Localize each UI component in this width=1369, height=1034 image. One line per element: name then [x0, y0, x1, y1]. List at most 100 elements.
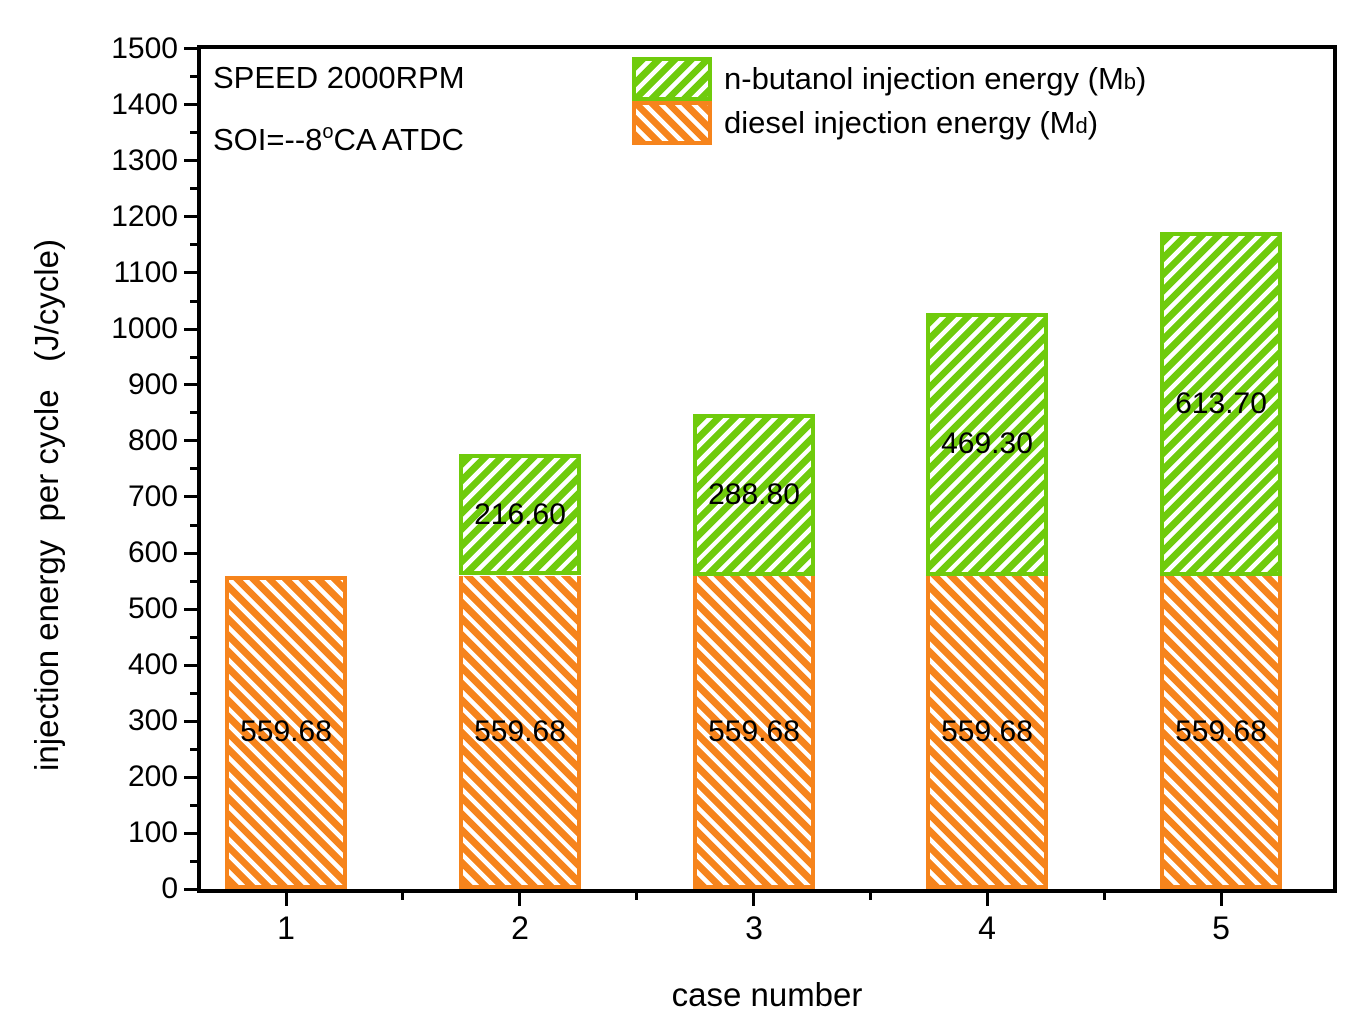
bar-2-n-butanol-value-label: 216.60 [474, 498, 566, 531]
bar-5-diesel-value-label: 559.68 [1175, 715, 1267, 748]
annotation-soi-prefix: SOI=--8 [213, 122, 323, 157]
y-tick-1150 [190, 243, 197, 246]
legend-diesel-text: diesel injection energy (M [724, 105, 1076, 140]
annotation-soi-degree: o [322, 121, 334, 143]
y-tick-label-1500: 1500 [111, 32, 178, 65]
y-tick-500 [184, 608, 197, 611]
y-tick-400 [184, 664, 197, 667]
y-tick-label-500: 500 [127, 592, 178, 625]
legend-label-diesel: diesel injection energy (Md) [724, 105, 1098, 141]
x-tick-2 [518, 893, 521, 906]
y-tick-1250 [190, 187, 197, 190]
y-tick-1300 [184, 159, 197, 162]
y-tick-250 [190, 748, 197, 751]
bar-3-diesel-segment [693, 576, 815, 889]
x-axis-title: case number [671, 976, 863, 1013]
x-tick-3 [752, 893, 755, 906]
bar-2-diesel-value-label: 559.68 [474, 715, 566, 748]
y-tick-label-200: 200 [127, 760, 178, 793]
y-tick-label-1200: 1200 [111, 200, 178, 233]
annotation-line-soi: SOI=--8oCA ATDC [213, 105, 465, 167]
bar-3-n-butanol-segment [693, 414, 815, 576]
annotation-speed-text: SPEED 2000RPM [213, 60, 465, 95]
legend-diesel-close: ) [1087, 105, 1099, 140]
legend-n-butanol-close: ) [1136, 61, 1147, 96]
y-tick-label-900: 900 [127, 368, 178, 401]
y-tick-850 [190, 411, 197, 414]
x-tick-label-1: 1 [277, 910, 295, 946]
x-minor-tick-2 [635, 893, 638, 900]
y-tick-label-1000: 1000 [111, 312, 178, 345]
y-tick-label-0: 0 [161, 872, 178, 905]
y-tick-750 [190, 467, 197, 470]
bar-4-n-butanol-segment [926, 313, 1048, 576]
y-tick-100 [184, 832, 197, 835]
y-tick-150 [190, 804, 197, 807]
bar-5-diesel-segment [1160, 576, 1282, 889]
y-tick-200 [184, 776, 197, 779]
y-tick-50 [190, 860, 197, 863]
n-butanol-hatch-swatch-icon [632, 57, 712, 101]
x-tick-label-4: 4 [978, 910, 996, 946]
bar-1-diesel-segment [225, 576, 347, 889]
y-tick-350 [190, 692, 197, 695]
bar-4-n-butanol-value-label: 469.30 [941, 427, 1033, 460]
plot-annotation: SPEED 2000RPM SOI=--8oCA ATDC [213, 50, 465, 167]
legend-item-diesel: diesel injection energy (Md) [632, 101, 1146, 145]
x-tick-label-2: 2 [511, 910, 529, 946]
bar-3-n-butanol-value-label: 288.80 [708, 478, 800, 511]
x-tick-5 [1220, 893, 1223, 906]
x-tick-label-5: 5 [1212, 910, 1230, 946]
y-tick-1050 [190, 300, 197, 303]
legend-label-n-butanol: n-butanol injection energy (Mb) [724, 61, 1146, 97]
y-tick-800 [184, 439, 197, 442]
bar-2-n-butanol-segment [459, 454, 581, 575]
x-minor-tick-1 [401, 893, 404, 900]
y-tick-1000 [184, 328, 197, 331]
annotation-line-speed: SPEED 2000RPM [213, 50, 465, 105]
bar-1-diesel-value-label: 559.68 [240, 715, 332, 748]
y-tick-0 [184, 888, 197, 891]
diesel-hatch-swatch-icon [632, 101, 712, 145]
y-tick-600 [184, 552, 197, 555]
y-tick-label-1400: 1400 [111, 88, 178, 121]
y-tick-label-700: 700 [127, 480, 178, 513]
annotation-soi-suffix: CA ATDC [333, 122, 464, 157]
y-tick-700 [184, 495, 197, 498]
bar-4-diesel-segment [926, 576, 1048, 889]
y-tick-1500 [184, 47, 197, 50]
legend-item-n-butanol: n-butanol injection energy (Mb) [632, 57, 1146, 101]
bar-3-diesel-value-label: 559.68 [708, 715, 800, 748]
y-tick-1350 [190, 131, 197, 134]
x-minor-tick-4 [1103, 893, 1106, 900]
legend-diesel-subscript: d [1075, 113, 1088, 138]
legend: n-butanol injection energy (Mb) diesel i… [632, 57, 1146, 145]
legend-n-butanol-text: n-butanol injection energy (M [724, 61, 1124, 96]
y-tick-1100 [184, 271, 197, 274]
y-tick-300 [184, 720, 197, 723]
y-tick-550 [190, 580, 197, 583]
x-tick-1 [285, 893, 288, 906]
bar-5-n-butanol-value-label: 613.70 [1175, 387, 1267, 420]
bar-4-diesel-value-label: 559.68 [941, 715, 1033, 748]
y-tick-900 [184, 383, 197, 386]
bar-2-diesel-segment [459, 576, 581, 889]
y-tick-950 [190, 356, 197, 359]
y-tick-450 [190, 636, 197, 639]
y-tick-label-800: 800 [127, 424, 178, 457]
legend-n-butanol-subscript: b [1123, 69, 1137, 94]
y-tick-650 [190, 524, 197, 527]
y-tick-label-1100: 1100 [113, 256, 178, 289]
y-tick-label-600: 600 [127, 536, 178, 569]
y-tick-label-100: 100 [127, 816, 178, 849]
y-tick-label-300: 300 [127, 704, 178, 737]
x-tick-label-3: 3 [745, 910, 763, 946]
y-tick-1400 [184, 103, 197, 106]
x-minor-tick-3 [869, 893, 872, 900]
y-tick-label-1300: 1300 [111, 144, 178, 177]
x-tick-4 [986, 893, 989, 906]
y-tick-label-400: 400 [127, 648, 178, 681]
bar-5-n-butanol-segment [1160, 232, 1282, 576]
y-tick-1200 [184, 215, 197, 218]
